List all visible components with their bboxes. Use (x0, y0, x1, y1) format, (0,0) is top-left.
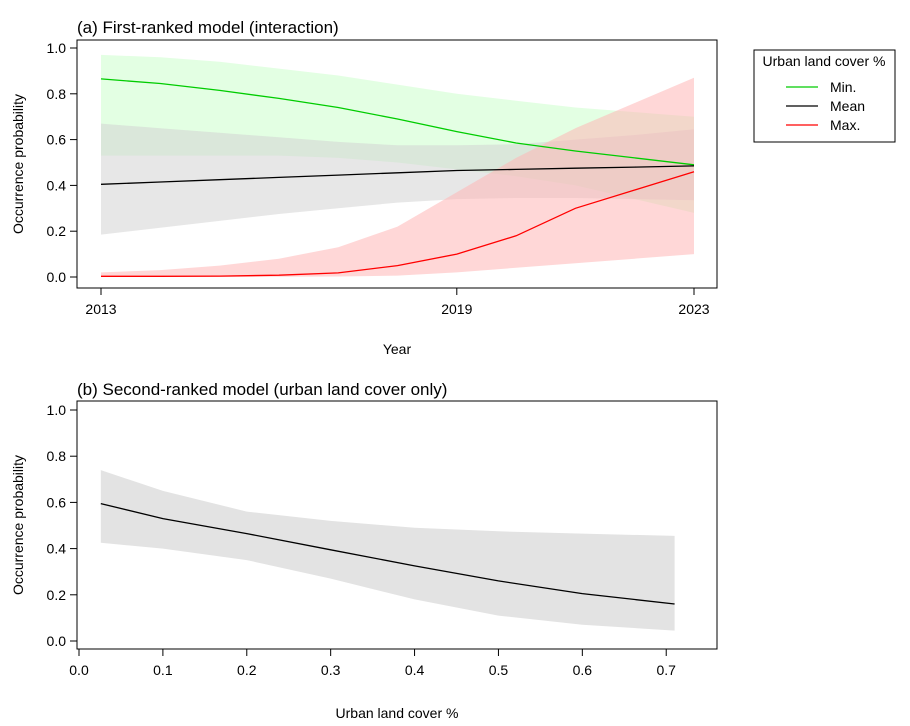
panel-b-x-tick-label: 0.0 (69, 662, 89, 678)
panel-b-y-tick-label: 0.6 (47, 494, 67, 510)
panel-b-x-tick-label: 0.5 (489, 662, 509, 678)
panel-a-x-axis: 2013 2019 2023 (85, 287, 710, 317)
legend-label-1: Mean (830, 98, 865, 114)
panel-a-title: (a) First-ranked model (interaction) (77, 18, 339, 37)
legend-title: Urban land cover % (763, 53, 886, 69)
panel-a-y-tick-label: 0.4 (47, 177, 67, 193)
panel-a-lines (100, 78, 695, 277)
panel-a-y-axis: 0.0 0.2 0.4 0.6 0.8 1.0 (47, 40, 78, 285)
panel-b-x-axis-label: Urban land cover % (336, 705, 459, 721)
panel-b-title: (b) Second-ranked model (urban land cove… (77, 380, 447, 399)
panel-a-x-axis-label: Year (383, 341, 412, 357)
panel-a-bands (101, 54, 694, 277)
legend-items: Min. Mean Max. (786, 79, 865, 133)
panel-b-y-tick-label: 1.0 (47, 402, 67, 418)
panel-b-y-tick-label: 0.4 (47, 541, 67, 557)
panel-b-series-line-0 (100, 502, 675, 605)
legend-box (753, 49, 896, 143)
legend: Urban land cover % Min. Mean Max. (753, 49, 896, 143)
panel-a-series-line-1 (100, 165, 695, 185)
panel-a-y-tick-label: 0.8 (47, 86, 67, 102)
panel-b-x-tick-label: 0.6 (573, 662, 593, 678)
panel-a-series-line-0 (100, 78, 695, 166)
panel-b-x-tick-label: 0.7 (656, 662, 676, 678)
panel-a-x-tick-label: 2013 (85, 301, 116, 317)
panel-b-y-tick-label: 0.2 (47, 587, 67, 603)
panel-a-x-tick-label: 2019 (441, 301, 472, 317)
panel-b-y-tick-label: 0.0 (47, 633, 67, 649)
panel-a-y-tick-label: 1.0 (47, 40, 67, 56)
panel-b-x-tick-label: 0.2 (237, 662, 257, 678)
panel-a-y-axis-label: Occurrence probability (10, 94, 26, 234)
panel-b: 0.0 0.1 0.2 0.3 0.4 0.5 0.6 0.7 0.0 0.2 0.4 0.6 0.8… (10, 380, 718, 721)
panel-a-y-tick-label: 0.6 (47, 132, 67, 148)
panel-b-lines (100, 502, 675, 605)
panel-a: 2013 2019 2023 0.0 0.2 0.4 0.6 0.8 1.0 (a) Firs… (10, 18, 896, 357)
panel-b-band-0 (100, 470, 675, 631)
panel-b-x-tick-label: 0.4 (405, 662, 425, 678)
panel-a-y-tick-label: 0.0 (47, 269, 67, 285)
panel-b-y-axis: 0.0 0.2 0.4 0.6 0.8 1.0 (47, 402, 78, 649)
panel-b-x-tick-label: 0.3 (321, 662, 341, 678)
panel-b-x-axis: 0.0 0.1 0.2 0.3 0.4 0.5 0.6 0.7 (69, 648, 676, 678)
panel-a-y-tick-label: 0.2 (47, 223, 67, 239)
panel-a-band-2 (101, 77, 694, 277)
legend-label-2: Max. (830, 117, 860, 133)
panel-a-series-line-2 (101, 171, 695, 277)
panel-b-x-tick-label: 0.1 (153, 662, 173, 678)
legend-label-0: Min. (830, 79, 856, 95)
panel-b-y-tick-label: 0.8 (47, 448, 67, 464)
panel-b-y-axis-label: Occurrence probability (10, 455, 26, 595)
panel-b-bands (100, 470, 675, 631)
panel-a-x-tick-label: 2023 (678, 301, 709, 317)
